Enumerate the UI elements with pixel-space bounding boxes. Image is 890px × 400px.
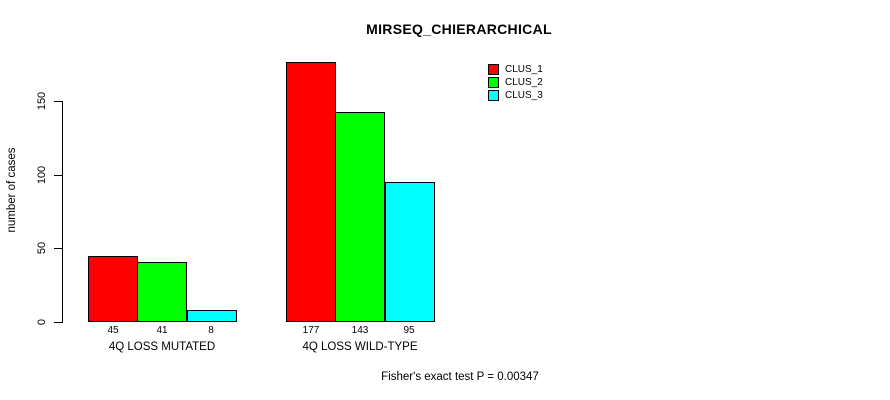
bar-clus_1-group1 — [88, 256, 138, 322]
footnote-text: Fisher's exact test P = 0.00347 — [381, 371, 539, 383]
bar-clus_3-group1 — [187, 310, 237, 322]
category-label: 4Q LOSS WILD-TYPE — [302, 341, 418, 353]
y-axis-label: number of cases — [6, 147, 18, 233]
y-axis-tick — [54, 322, 62, 323]
bar-clus_2-group2 — [335, 112, 385, 322]
legend-label-clus_2: CLUS_2 — [505, 77, 543, 88]
y-axis-tick-label: 0 — [36, 318, 48, 326]
y-axis-tick-label: 150 — [36, 91, 48, 111]
y-axis-tick — [54, 248, 62, 249]
legend-label-clus_3: CLUS_3 — [505, 90, 543, 101]
legend-swatch-clus_3 — [488, 90, 499, 101]
bar-value-label: 95 — [403, 325, 415, 336]
chart-title: MIRSEQ_CHIERARCHICAL — [366, 21, 552, 37]
bar-clus_1-group2 — [286, 62, 336, 322]
bar-clus_2-group1 — [137, 262, 187, 322]
bar-value-label: 177 — [302, 325, 320, 336]
y-axis-tick-label: 100 — [36, 165, 48, 185]
y-axis-tick-label: 50 — [36, 241, 48, 255]
y-axis-tick — [54, 175, 62, 176]
bar-value-label: 41 — [156, 325, 168, 336]
bar-value-label: 143 — [351, 325, 369, 336]
y-axis-tick — [54, 101, 62, 102]
legend-swatch-clus_2 — [488, 77, 499, 88]
legend-label-clus_1: CLUS_1 — [505, 64, 543, 75]
legend-swatch-clus_1 — [488, 64, 499, 75]
bar-clus_3-group2 — [385, 182, 435, 322]
category-label: 4Q LOSS MUTATED — [108, 341, 216, 353]
bar-value-label: 8 — [208, 325, 214, 336]
bar-value-label: 45 — [107, 325, 119, 336]
y-axis-line — [62, 101, 63, 323]
